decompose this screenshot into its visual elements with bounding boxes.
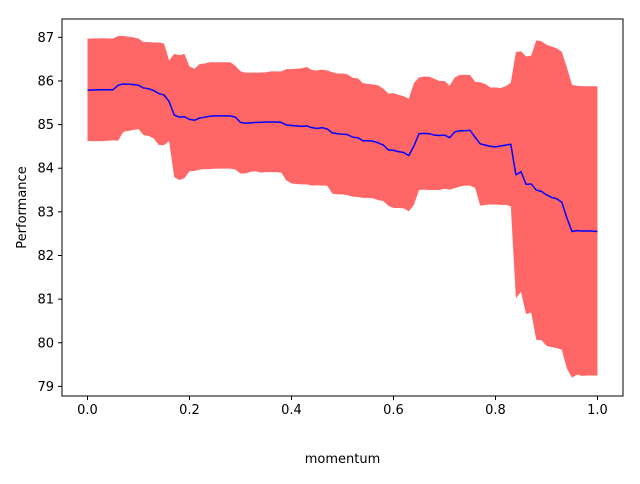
y-axis-ticks: 79 80 81 82 83 84 85 86 87 xyxy=(37,31,62,395)
x-tick-label: 0.8 xyxy=(485,403,506,418)
x-tick-label: 0.2 xyxy=(179,403,200,418)
y-tick-label: 87 xyxy=(37,31,54,46)
y-tick-label: 81 xyxy=(37,293,54,308)
y-tick-label: 83 xyxy=(37,205,54,220)
y-tick-label: 84 xyxy=(37,162,54,177)
x-tick-label: 0.6 xyxy=(383,403,404,418)
x-tick-label: 0.0 xyxy=(77,403,98,418)
y-tick-label: 82 xyxy=(37,249,54,264)
axes-frame xyxy=(61,18,624,397)
y-tick-label: 79 xyxy=(37,380,54,395)
y-tick-label: 85 xyxy=(37,118,54,133)
mean-performance-line xyxy=(87,83,598,233)
y-tick-label: 86 xyxy=(37,74,54,89)
x-tick-label: 1.0 xyxy=(587,403,608,418)
y-tick-label: 80 xyxy=(37,336,54,351)
y-axis-label: Performance xyxy=(15,166,30,248)
x-axis-label: momentum xyxy=(305,452,381,467)
line-layer xyxy=(87,83,598,233)
confidence-band xyxy=(87,36,598,378)
x-axis-ticks: 0.0 0.2 0.4 0.6 0.8 1.0 xyxy=(77,396,608,418)
x-tick-label: 0.4 xyxy=(281,403,302,418)
band-layer xyxy=(87,36,598,378)
